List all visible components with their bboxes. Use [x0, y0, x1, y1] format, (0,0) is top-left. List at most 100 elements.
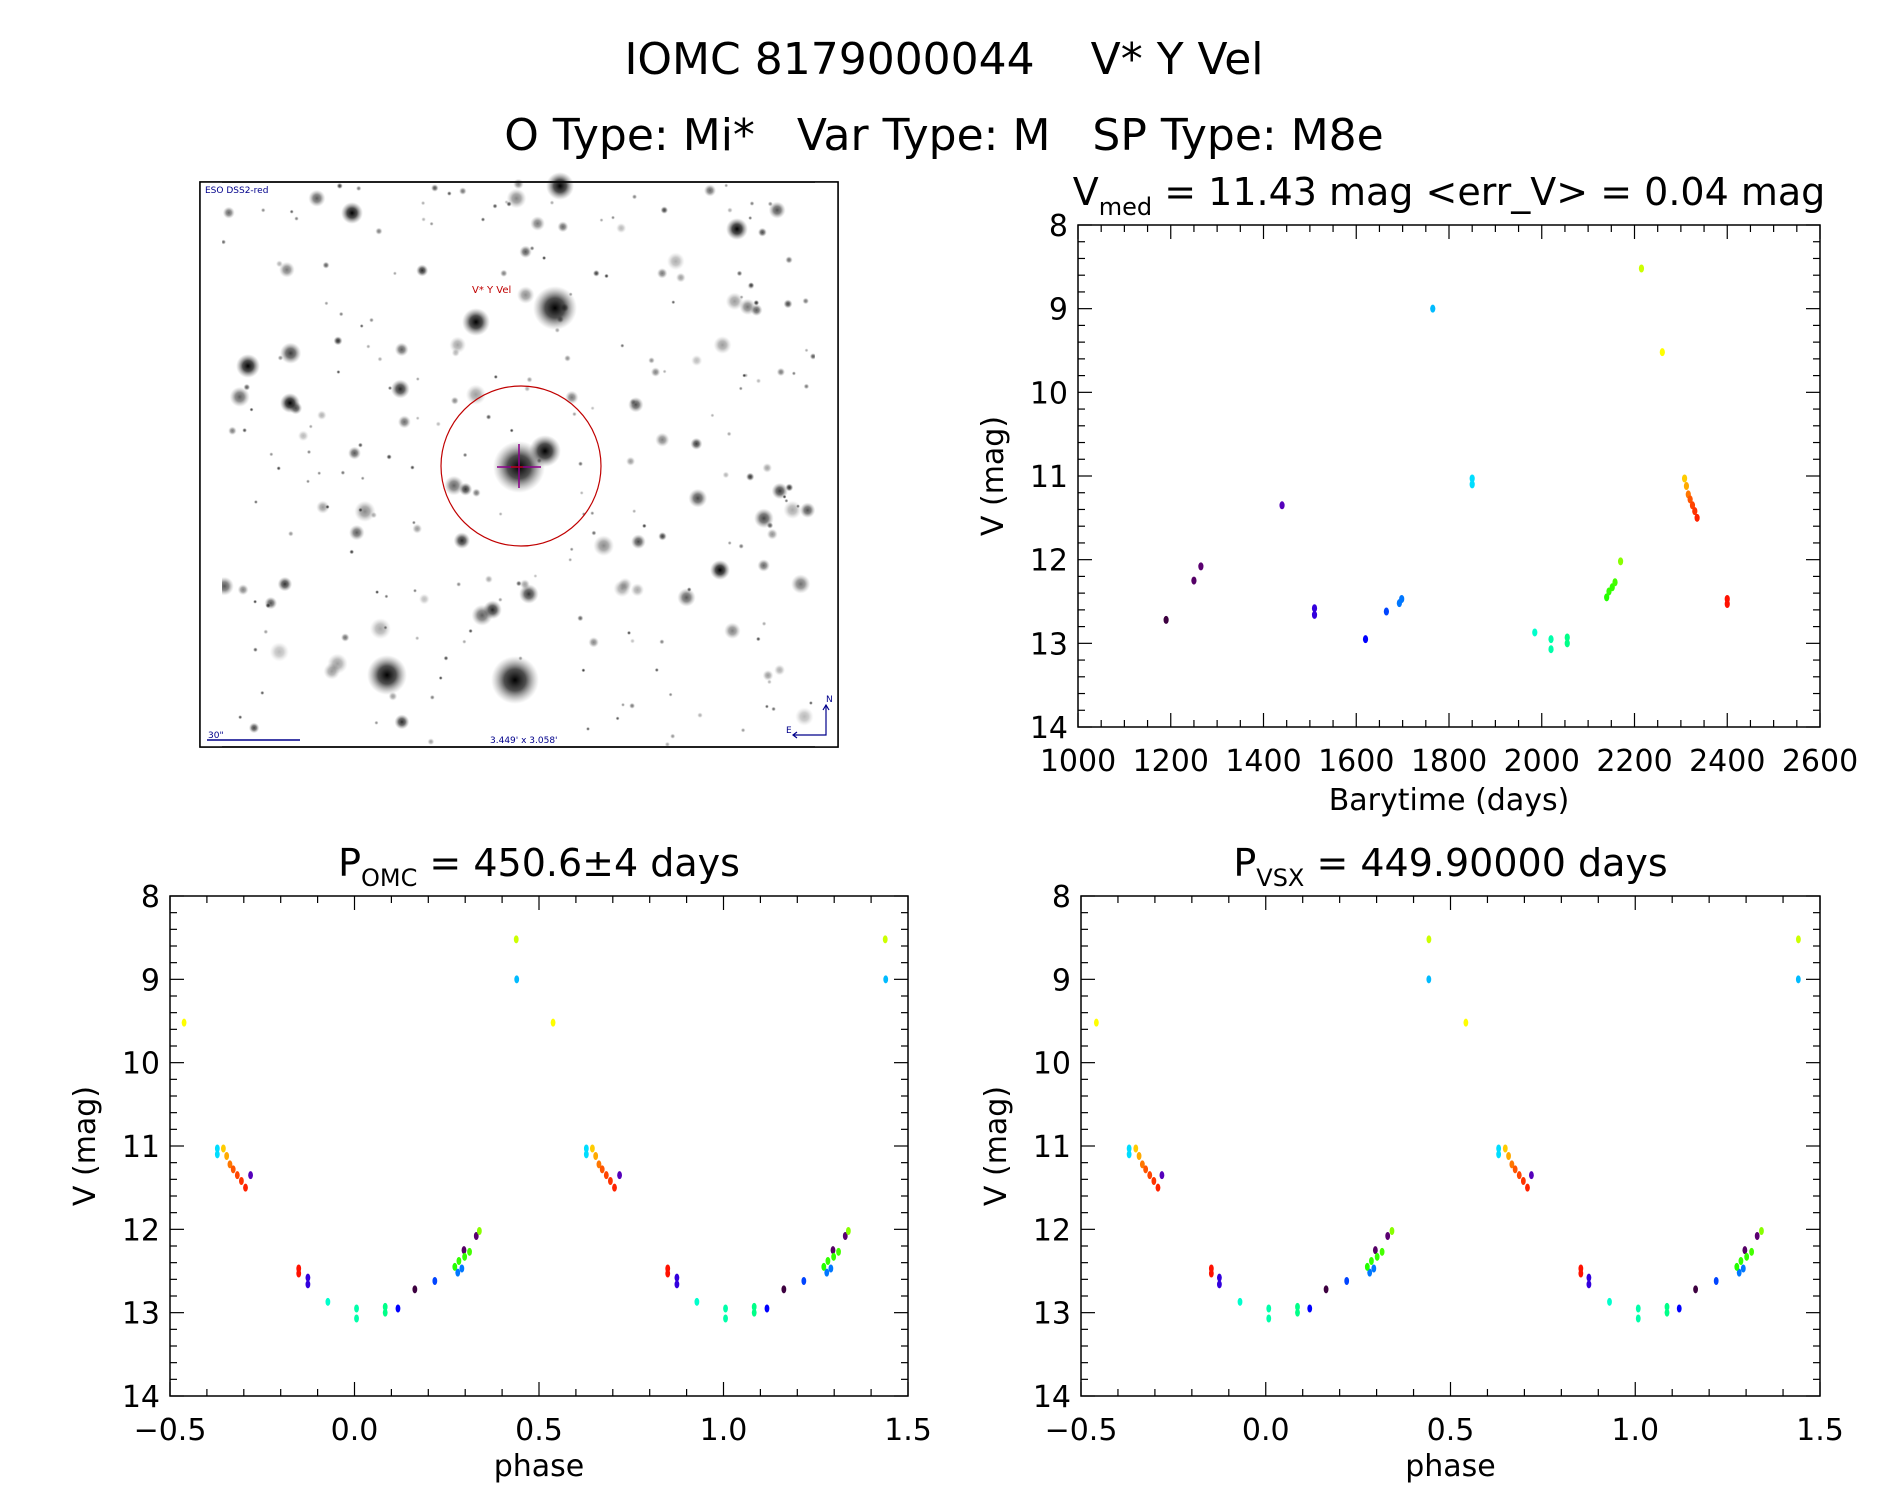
star: [338, 311, 344, 317]
bright-star: [710, 560, 730, 580]
star: [465, 384, 486, 405]
star: [248, 722, 260, 734]
star: [757, 559, 770, 572]
star: [656, 268, 668, 279]
bright-star: [529, 435, 561, 467]
star: [484, 575, 493, 584]
star: [642, 523, 647, 529]
data-point: [830, 1246, 836, 1255]
star: [242, 427, 248, 433]
star: [340, 470, 346, 476]
data-point: [181, 1018, 187, 1027]
data-point: [1744, 1252, 1750, 1261]
star: [506, 188, 527, 209]
data-point: [224, 1152, 230, 1160]
star: [677, 588, 696, 607]
star: [660, 206, 669, 214]
title-value: = 449.90000 days: [1304, 841, 1667, 885]
target-label: V* Y Vel: [472, 285, 511, 296]
bright-star: [341, 202, 363, 224]
star: [377, 356, 383, 362]
y-tick-label: 8: [1049, 209, 1068, 244]
star: [253, 500, 258, 504]
figure-title: IOMC 8179000044 V* Y Vel: [624, 34, 1263, 85]
data-point: [1506, 1152, 1511, 1160]
star: [333, 336, 343, 346]
y-tick-label: 14: [1030, 711, 1068, 746]
star: [429, 694, 435, 700]
star: [738, 543, 744, 549]
star: [572, 411, 577, 417]
data-point: [1126, 1150, 1132, 1159]
y-tick-label: 9: [141, 963, 160, 998]
x-tick-label: 1200: [1133, 744, 1209, 779]
star: [397, 415, 411, 429]
star: [336, 370, 341, 374]
data-point: [1683, 482, 1690, 491]
bright-star: [367, 655, 407, 695]
star: [581, 668, 586, 673]
data-point: [1635, 1304, 1641, 1313]
star: [533, 574, 538, 578]
y-axis-label: V (mag): [979, 1086, 1014, 1206]
star: [366, 344, 371, 349]
x-tick-label: 0.5: [1427, 1413, 1475, 1448]
data-point: [473, 1232, 479, 1240]
star: [289, 209, 294, 214]
star: [519, 245, 532, 259]
star: [265, 602, 271, 609]
star: [691, 354, 703, 367]
star: [564, 354, 571, 362]
plot-frame: [1077, 224, 1821, 728]
star: [557, 221, 569, 233]
fov-label: 3.449' x 3.058': [490, 736, 558, 746]
data-point: [239, 1177, 244, 1185]
star: [620, 343, 625, 348]
star: [410, 465, 415, 470]
star: [688, 488, 708, 508]
data-point: [1578, 1269, 1584, 1278]
data-point: [764, 1304, 770, 1313]
data-point: [462, 1252, 468, 1261]
data-point: [227, 1160, 233, 1169]
star: [238, 715, 243, 720]
data-point: [296, 1269, 302, 1278]
data-point: [1379, 1247, 1385, 1256]
data-point: [1548, 635, 1554, 644]
scale-label: 30": [208, 731, 224, 741]
star: [354, 500, 376, 522]
star: [509, 428, 514, 433]
star: [253, 599, 258, 604]
star: [738, 386, 743, 391]
star: [784, 498, 789, 503]
star: [783, 299, 793, 309]
data-point: [599, 1165, 605, 1174]
bright-star: [280, 393, 300, 413]
data-point: [305, 1273, 311, 1282]
title-subscript: med: [1099, 193, 1152, 221]
star: [785, 256, 793, 264]
data-point: [1664, 1308, 1670, 1317]
star: [327, 653, 348, 674]
title-subscript: OMC: [361, 864, 417, 892]
data-point: [1133, 1144, 1139, 1153]
star: [306, 479, 310, 484]
star: [756, 636, 761, 642]
data-point: [395, 1304, 401, 1313]
x-tick-label: 2000: [1504, 744, 1580, 779]
finder-border: [199, 181, 839, 748]
data-point: [836, 1247, 841, 1256]
x-tick-label: 2600: [1782, 744, 1858, 779]
data-point: [593, 1152, 599, 1160]
star: [796, 504, 800, 509]
data-point: [1389, 1227, 1395, 1235]
y-tick-label: 10: [1030, 376, 1068, 411]
data-point: [882, 935, 888, 944]
star: [590, 406, 595, 411]
star: [697, 712, 703, 718]
star: [713, 336, 732, 354]
data-point: [1159, 1171, 1165, 1180]
star: [316, 500, 330, 514]
finder-chart: V* Y Vel ESO DSS2-red 30" 3.449' x 3.058…: [199, 172, 839, 748]
data-point: [354, 1304, 359, 1313]
